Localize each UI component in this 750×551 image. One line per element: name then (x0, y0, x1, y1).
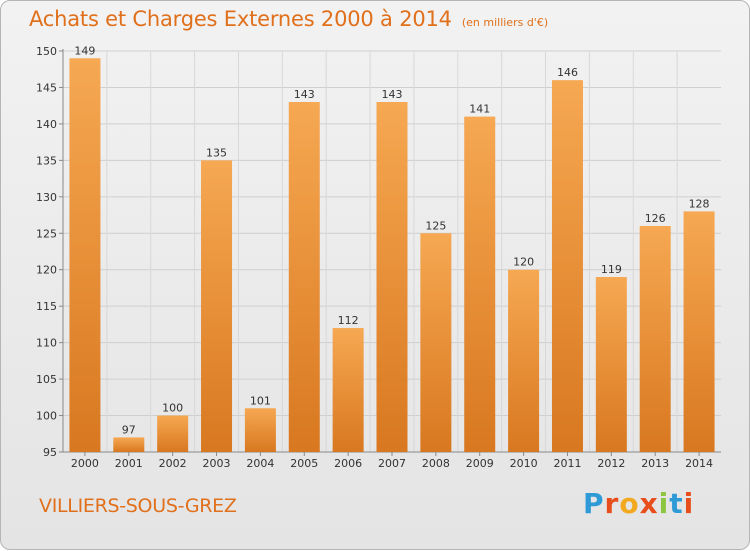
bar-2001[interactable] (113, 437, 145, 452)
proxiti-logo[interactable]: Proxiti (583, 487, 694, 520)
logo-letter: i (658, 487, 670, 520)
x-tick-label: 2014 (685, 457, 713, 470)
data-label: 101 (250, 394, 271, 407)
bar-2007[interactable] (376, 102, 408, 452)
bar-2005[interactable] (288, 102, 320, 452)
bar-2012[interactable] (595, 277, 627, 452)
commune-name: VILLIERS-SOUS-GREZ (39, 495, 237, 517)
y-tick-label: 95 (43, 446, 57, 459)
y-tick-label: 120 (36, 264, 57, 277)
x-tick-label: 2011 (553, 457, 581, 470)
bar-2002[interactable] (157, 415, 189, 452)
y-tick-label: 110 (36, 337, 57, 350)
logo-letter: o (619, 487, 640, 520)
x-tick-label: 2010 (510, 457, 538, 470)
y-tick-label: 115 (36, 300, 57, 313)
chart-unit: (en milliers d'€) (461, 16, 549, 29)
chart-title-text: Achats et Charges Externes 2000 à 2014 (29, 7, 452, 31)
y-tick-label: 100 (36, 410, 57, 423)
data-label: 100 (162, 402, 183, 415)
data-label: 135 (206, 146, 227, 159)
x-tick-label: 2002 (159, 457, 187, 470)
bar-2003[interactable] (201, 160, 233, 452)
x-tick-label: 2012 (597, 457, 625, 470)
x-tick-label: 2001 (115, 457, 143, 470)
x-tick-label: 2000 (71, 457, 99, 470)
bar-2013[interactable] (639, 225, 671, 452)
logo-letter: x (639, 487, 659, 520)
x-tick-label: 2008 (422, 457, 450, 470)
bar-2006[interactable] (332, 328, 364, 452)
bar-2014[interactable] (683, 211, 715, 452)
data-label: 125 (425, 219, 446, 232)
x-tick-label: 2013 (641, 457, 669, 470)
logo-letter: P (583, 487, 605, 520)
y-tick-label: 145 (36, 81, 57, 94)
data-label: 143 (382, 88, 403, 101)
data-label: 126 (645, 212, 666, 225)
y-tick-label: 150 (36, 45, 57, 58)
data-label: 146 (557, 66, 578, 79)
x-tick-label: 2004 (246, 457, 274, 470)
logo-letter: r (604, 487, 620, 520)
y-tick-label: 135 (36, 154, 57, 167)
y-tick-label: 105 (36, 373, 57, 386)
data-label: 141 (469, 103, 490, 116)
logo-letter: i (683, 487, 695, 520)
data-label: 112 (338, 314, 359, 327)
bar-2008[interactable] (420, 233, 452, 452)
y-tick-label: 125 (36, 227, 57, 240)
x-tick-label: 2006 (334, 457, 362, 470)
chart-title: Achats et Charges Externes 2000 à 2014 (e… (29, 7, 548, 31)
bar-2004[interactable] (244, 408, 276, 452)
data-labels: 149 97 100 135 101 143 112 143 125 141 120 146 119 12… (74, 44, 709, 436)
data-label: 120 (513, 256, 534, 269)
data-label: 128 (689, 197, 710, 210)
data-label: 149 (74, 44, 95, 57)
bar-2011[interactable] (551, 80, 583, 452)
data-label: 143 (294, 88, 315, 101)
data-label: 119 (601, 263, 622, 276)
x-tick-label: 2009 (466, 457, 494, 470)
data-label: 97 (122, 423, 136, 436)
x-tick-label: 2007 (378, 457, 406, 470)
y-tick-label: 140 (36, 118, 57, 131)
bar-2000[interactable] (69, 58, 101, 453)
x-tick-label: 2005 (290, 457, 318, 470)
y-tick-label: 130 (36, 191, 57, 204)
bar-2009[interactable] (464, 116, 496, 453)
bar-2010[interactable] (508, 269, 540, 452)
x-tick-label: 2003 (203, 457, 231, 470)
logo-letter: t (669, 487, 684, 520)
bars (69, 58, 715, 453)
